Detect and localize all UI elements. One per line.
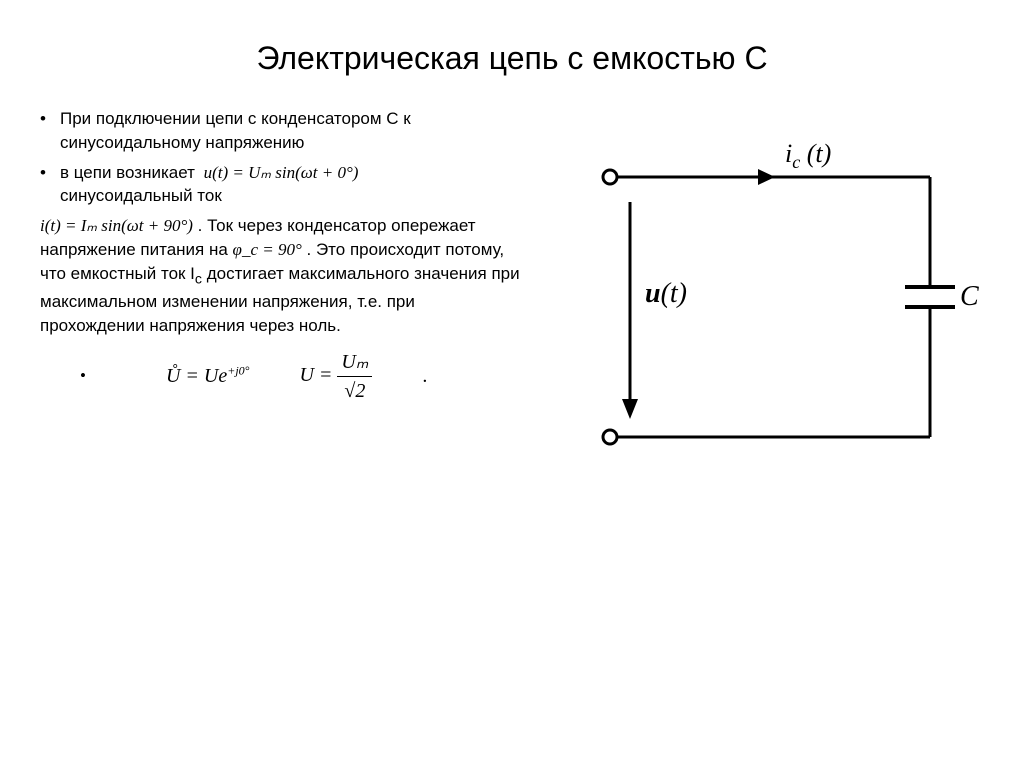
formula-U2: U = Uₘ √2	[299, 348, 372, 405]
bullet-2: • в цепи возникает u(t) = Uₘ sin(ωt + 0°…	[40, 161, 520, 209]
formula-U1-exp: +j0°	[227, 363, 249, 377]
formula-phi: φ_c = 90°	[233, 240, 302, 259]
current-arrowhead	[758, 169, 775, 185]
frac-numerator: Uₘ	[337, 348, 372, 377]
bullet-1: • При подключении цепи с конденсатором С…	[40, 107, 520, 155]
formula-row: • Ů = Ue+j0° U = Uₘ √2 .	[80, 348, 520, 405]
bullet-2-text: в цепи возникает u(t) = Uₘ sin(ωt + 0°) …	[60, 161, 520, 209]
formula-U1-lhs: Ů = Ue	[166, 365, 227, 387]
slide-title: Электрическая цепь с емкостью С	[0, 0, 1024, 107]
formula-U2-lhs: U =	[299, 364, 337, 386]
b1-pretext: При подключении цепи с конденсатором С к…	[60, 109, 411, 152]
formula-u: u(t) = Uₘ sin(ωt + 0°)	[204, 163, 359, 182]
frac-denominator: √2	[340, 377, 369, 405]
voltage-arrowhead	[622, 399, 638, 419]
b2-posttext: синусоидальный ток	[60, 186, 222, 205]
bullet-1-text: При подключении цепи с конденсатором С к…	[60, 107, 520, 155]
label-ic: ic (t)	[785, 139, 831, 172]
formula-U1: Ů = Ue+j0°	[166, 362, 250, 390]
b2-pretext: в цепи возникает	[60, 163, 195, 182]
paragraph-block: i(t) = Iₘ sin(ωt + 90°) . Ток через конд…	[40, 214, 520, 337]
trailing-dot: .	[422, 362, 427, 390]
formula-i: i(t) = Iₘ sin(ωt + 90°)	[40, 216, 193, 235]
bullet-marker: •	[80, 364, 86, 388]
diagram-column: ic (t) u(t) C	[520, 107, 984, 405]
bullet-marker: •	[40, 161, 60, 209]
terminal-top	[603, 170, 617, 184]
content-area: • При подключении цепи с конденсатором С…	[0, 107, 1024, 405]
label-C: C	[960, 281, 979, 312]
label-u: u(t)	[645, 278, 687, 309]
sub-c: c	[195, 271, 202, 287]
circuit-diagram: ic (t) u(t) C	[540, 107, 980, 507]
terminal-bottom	[603, 430, 617, 444]
bullet-marker: •	[40, 107, 60, 155]
fraction: Uₘ √2	[337, 348, 372, 405]
text-column: • При подключении цепи с конденсатором С…	[40, 107, 520, 405]
